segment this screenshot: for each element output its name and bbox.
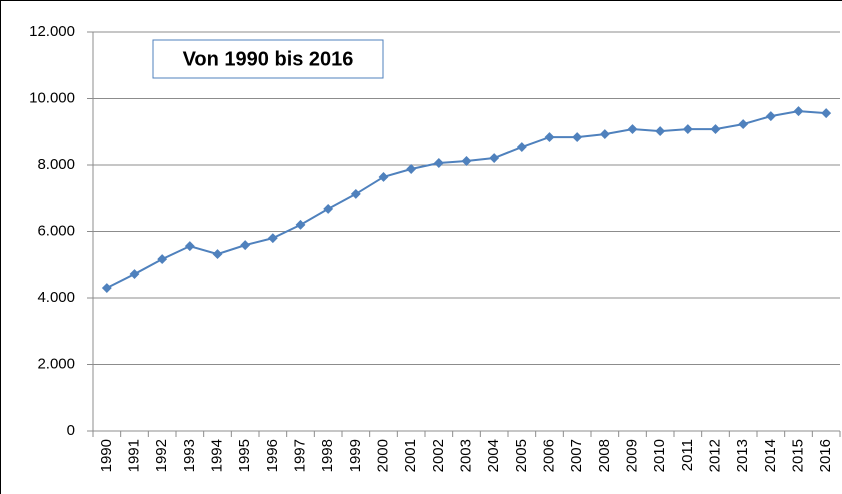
data-point [295,219,306,230]
y-tick-label: 10.000 [29,89,75,106]
x-tick-label: 2010 [651,439,668,472]
x-tick-label: 1993 [181,439,198,472]
x-tick-label: 2007 [568,439,585,472]
data-point [101,283,112,293]
data-point [157,254,168,265]
data-point [572,132,583,143]
data-point [184,241,195,252]
y-tick-label: 2.000 [37,355,75,372]
x-tick-label: 1992 [153,439,170,472]
data-point [350,188,361,199]
x-tick-label: 2005 [513,439,530,472]
y-tick-label: 0 [67,422,75,439]
y-tick-label: 6.000 [37,222,75,239]
data-point [406,164,417,174]
x-tick-label: 2014 [762,439,779,472]
data-point [765,111,776,122]
data-point [489,153,500,163]
x-tick-label: 2015 [789,439,806,472]
y-tick-label: 12.000 [29,23,75,40]
data-point [793,106,804,117]
data-line [106,110,827,289]
data-point [433,158,444,168]
data-point [461,156,472,166]
x-tick-label: 2008 [596,439,613,472]
data-point [682,124,693,135]
x-tick-label: 2002 [430,439,447,472]
x-tick-label: 1997 [291,439,308,472]
data-point [544,132,555,143]
data-point [378,172,389,182]
x-tick-label: 1998 [319,439,336,472]
data-point [821,108,832,119]
x-tick-label: 1990 [98,439,115,472]
x-tick-label: 2009 [623,439,640,472]
data-point [129,269,140,280]
plot: 0 2.000 4.000 6.000 8.000 10.000 12.000 1990 199… [29,23,841,472]
x-tick-label: 2016 [817,439,834,472]
x-tick-label: 2013 [734,439,751,472]
y-tick-label: 8.000 [37,156,75,173]
x-tick-label: 1999 [347,439,364,472]
chart-title: Von 1990 bis 2016 [183,48,354,70]
y-tick-label: 4.000 [37,289,75,306]
x-tick-label: 2012 [706,439,723,472]
data-point [212,249,223,260]
data-point [627,124,638,135]
data-point [710,124,721,135]
data-point [267,233,278,244]
x-tick-label: 2003 [457,439,474,472]
x-tick-label: 1995 [236,439,253,472]
x-tick-label: 2004 [485,439,502,472]
x-tick-label: 2011 [679,439,696,471]
x-tick-label: 1996 [264,439,281,472]
data-point [240,240,251,251]
x-tick-label: 1994 [208,439,225,472]
x-tick-label: 1991 [125,439,142,472]
data-point [516,142,527,152]
data-point [655,126,666,137]
title-box [152,39,384,79]
x-tick-label: 2006 [540,439,557,472]
x-tick-label: 2000 [374,439,391,472]
data-point [599,129,610,140]
data-point [738,119,749,130]
x-tick-label: 2001 [402,439,419,472]
data-point [323,203,334,214]
